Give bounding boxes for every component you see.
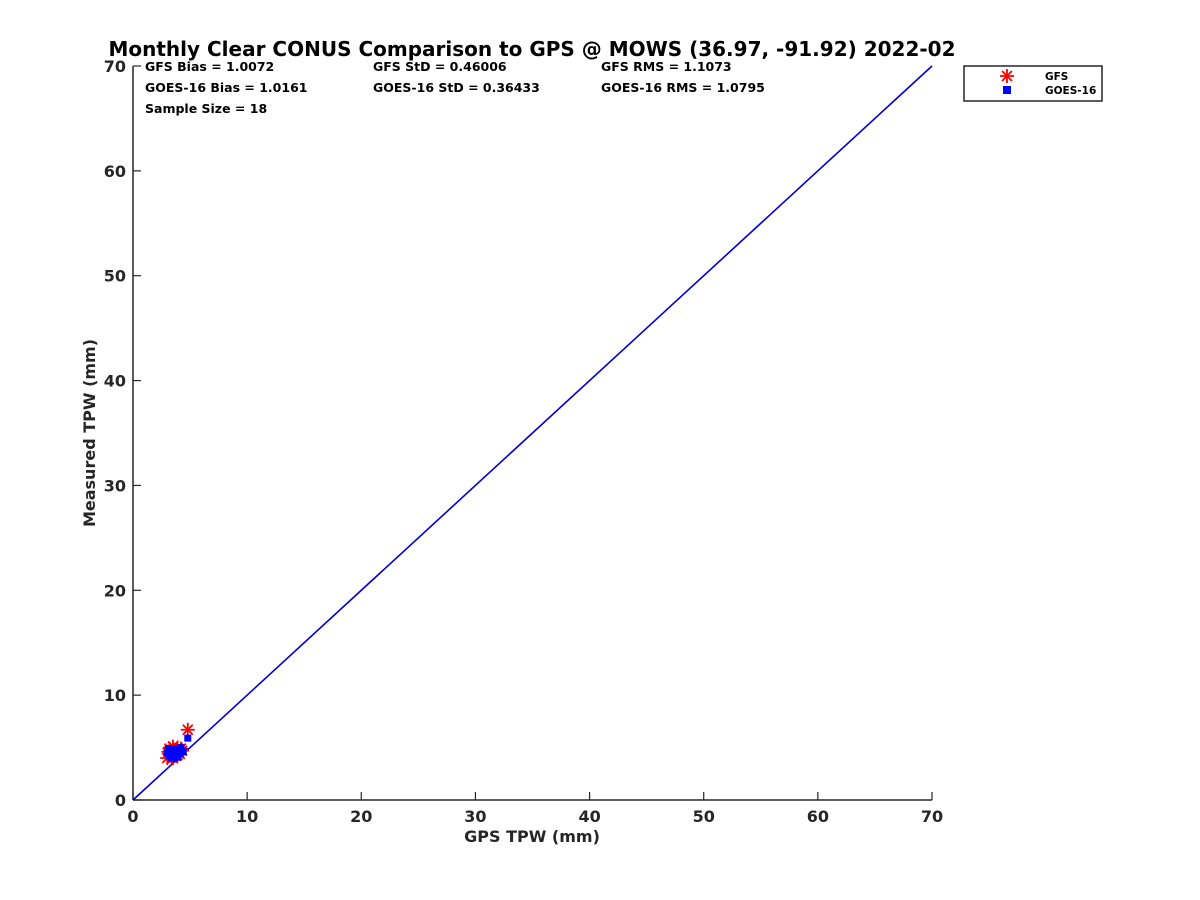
- data-point-goes16: [179, 748, 187, 756]
- y-tick-label: 60: [104, 162, 126, 181]
- stat-label: GOES-16 StD = 0.36433: [373, 80, 540, 95]
- y-tick-label: 50: [104, 267, 126, 286]
- asterisk-stroke: [182, 724, 194, 736]
- y-tick-label: 0: [115, 791, 126, 810]
- stat-label: GFS Bias = 1.0072: [145, 59, 274, 74]
- y-tick-label: 30: [104, 476, 126, 495]
- data-point-gfs: [180, 722, 195, 737]
- legend-label: GOES-16: [1045, 85, 1096, 97]
- legend: GFS GOES-16: [963, 65, 1103, 102]
- stat-label: Sample Size = 18: [145, 101, 267, 116]
- x-tick-label: 0: [127, 807, 138, 826]
- data-point-goes16: [177, 744, 185, 752]
- reference-line: [132, 65, 933, 801]
- axes: 0 10 20 30 40 50 60 70 0 10 20 30 40 50 60 70: [104, 57, 943, 826]
- chart-title: Monthly Clear CONUS Comparison to GPS @ …: [108, 37, 955, 61]
- x-tick-label: 40: [578, 807, 600, 826]
- stat-label: GFS RMS = 1.1073: [601, 59, 732, 74]
- series-goes-16: [163, 734, 192, 762]
- legend-marker-gfs: [1000, 69, 1014, 83]
- asterisk-stroke: [1001, 70, 1013, 82]
- legend-label: GFS: [1045, 71, 1068, 83]
- stat-label: GOES-16 RMS = 1.0795: [601, 80, 765, 95]
- x-tick-label: 20: [350, 807, 372, 826]
- data-point-goes16: [170, 754, 178, 762]
- y-tick-label: 70: [104, 57, 126, 76]
- stat-label: GOES-16 Bias = 1.0161: [145, 80, 307, 95]
- legend-box: [963, 65, 1103, 102]
- data-point-goes16: [168, 750, 176, 758]
- x-tick-label: 50: [693, 807, 715, 826]
- x-tick-label: 60: [807, 807, 829, 826]
- y-tick-label: 40: [104, 372, 126, 391]
- y-tick-label: 20: [104, 581, 126, 600]
- x-axis-label: GPS TPW (mm): [464, 827, 600, 846]
- stat-label: GFS StD = 0.46006: [373, 59, 507, 74]
- y-axis-label: Measured TPW (mm): [80, 339, 99, 527]
- data-point-goes16: [184, 734, 192, 742]
- x-tick-label: 10: [236, 807, 258, 826]
- legend-marker-goes16: [1003, 86, 1011, 94]
- x-tick-label: 30: [464, 807, 486, 826]
- data-point-goes16: [172, 749, 180, 757]
- plot-area: [132, 65, 933, 801]
- stats-annotations: GFS Bias = 1.0072 GFS StD = 0.46006 GFS RM…: [145, 59, 765, 116]
- y-tick-label: 10: [104, 686, 126, 705]
- x-tick-label: 70: [921, 807, 943, 826]
